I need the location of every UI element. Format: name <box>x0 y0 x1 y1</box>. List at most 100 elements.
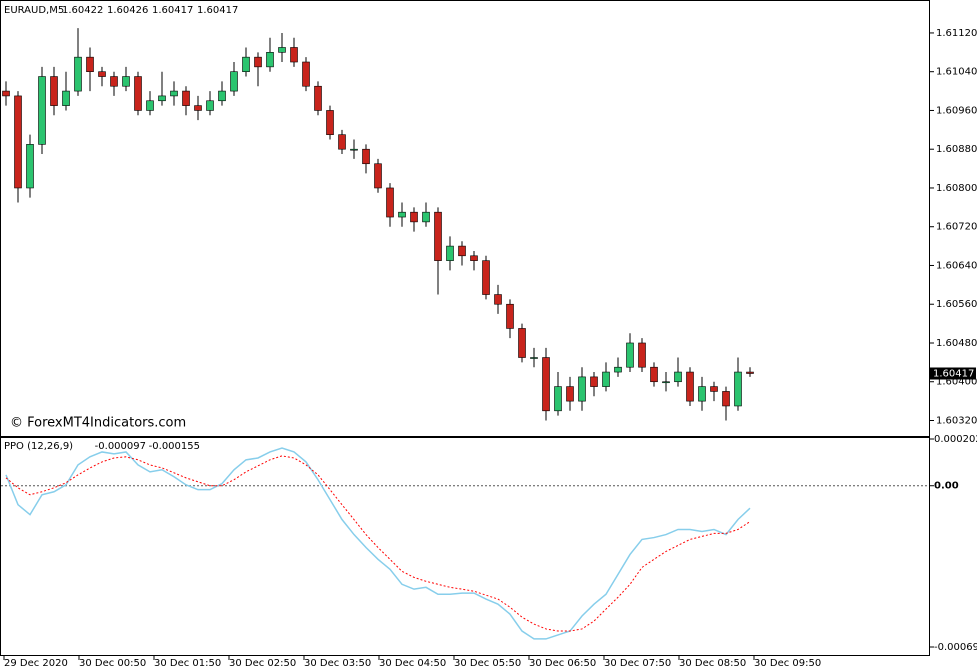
indicator-value: -0.000155 <box>149 441 200 452</box>
indicator-title: PPO (12,26,9) <box>4 441 73 452</box>
y-tick-label: 1.60480 <box>936 338 977 349</box>
candle-body <box>674 371 682 383</box>
candle-body <box>242 56 250 72</box>
x-tick-label: 30 Dec 09:50 <box>754 658 821 669</box>
quote-value: 1.60417 <box>197 5 238 16</box>
indicator-panel <box>0 437 930 656</box>
indicator-line <box>5 447 751 640</box>
candle-body <box>458 245 466 257</box>
candle-body <box>62 90 70 106</box>
candle-body <box>38 76 46 145</box>
candle-body <box>170 90 178 97</box>
candle-body <box>554 386 562 412</box>
candle-body <box>494 294 502 305</box>
candle-body <box>206 100 214 111</box>
y-tick-label: 1.60560 <box>936 299 977 310</box>
last-price-label: 1.60417 <box>933 369 974 380</box>
candle-body <box>326 110 334 135</box>
candle-body <box>578 376 586 402</box>
candle-body <box>290 47 298 63</box>
candle-body <box>566 386 574 402</box>
candle-body <box>626 342 634 368</box>
candle-body <box>122 76 130 87</box>
candle-body <box>722 391 730 407</box>
candle-body <box>542 357 550 412</box>
candle-body <box>530 357 538 359</box>
candle-body <box>146 100 154 111</box>
candle-body <box>110 76 118 87</box>
y-tick-label: 0.00 <box>934 481 959 492</box>
candle-body <box>446 245 454 261</box>
x-tick-label: 30 Dec 08:50 <box>679 658 746 669</box>
candle-body <box>14 95 22 189</box>
candle-body <box>74 56 82 92</box>
x-tick-label: 30 Dec 04:50 <box>379 658 446 669</box>
candle-body <box>278 47 286 53</box>
x-tick-label: 30 Dec 05:50 <box>454 658 521 669</box>
y-tick-label: 1.60400 <box>936 377 977 388</box>
y-tick-label: 1.60880 <box>936 144 977 155</box>
candle-body <box>266 52 274 68</box>
candle-body <box>506 303 514 329</box>
y-tick-label: 1.60320 <box>936 415 977 426</box>
quote-value: 1.60417 <box>152 5 193 16</box>
indicator-value: -0.000097 <box>95 441 146 452</box>
y-tick-label: 1.60960 <box>936 105 977 116</box>
candle-body <box>614 366 622 373</box>
candle-body <box>698 386 706 402</box>
candle-body <box>362 148 370 165</box>
candle-body <box>650 366 658 383</box>
last-price-box <box>930 367 976 380</box>
y-tick-label: 0.000202 <box>934 434 977 445</box>
candle-body <box>182 90 190 106</box>
candle-body <box>86 56 94 72</box>
candle-body <box>158 95 166 102</box>
candle-body <box>50 76 58 106</box>
main-panel <box>0 0 930 437</box>
candle-body <box>218 90 226 102</box>
y-tick-label: -0.000697 <box>934 642 977 653</box>
candle-body <box>602 371 610 387</box>
candle-body <box>374 163 382 189</box>
x-tick-label: 30 Dec 02:50 <box>229 658 296 669</box>
watermark: © ForexMT4Indicators.com <box>10 416 186 431</box>
y-tick-label: 1.60640 <box>936 260 977 271</box>
candle-body <box>194 105 202 111</box>
candle-body <box>638 342 646 368</box>
x-tick-label: 30 Dec 01:50 <box>154 658 221 669</box>
candle-body <box>386 187 394 218</box>
candle-body <box>350 148 358 151</box>
candle-body <box>2 90 10 97</box>
candle-body <box>398 211 406 218</box>
y-tick-label: 1.61040 <box>936 67 977 78</box>
x-tick-label: 30 Dec 07:50 <box>604 658 671 669</box>
candle-body <box>710 386 718 392</box>
candle-body <box>470 255 478 261</box>
x-tick-label: 30 Dec 00:50 <box>79 658 146 669</box>
candle-body <box>134 76 142 111</box>
candle-body <box>26 144 34 189</box>
y-tick-label: 1.60720 <box>936 222 977 233</box>
candle-body <box>302 61 310 87</box>
x-tick-label: 29 Dec 2020 <box>4 658 68 669</box>
candle-body <box>338 134 346 150</box>
x-tick-label: 30 Dec 03:50 <box>304 658 371 669</box>
indicator-line <box>5 455 751 632</box>
candle-body <box>314 85 322 111</box>
symbol: EURAUD,M5 <box>4 5 64 16</box>
x-tick-label: 30 Dec 06:50 <box>529 658 596 669</box>
candle-body <box>98 71 106 77</box>
candle-body <box>434 211 442 261</box>
quote-value: 1.60426 <box>107 5 148 16</box>
candle-body <box>410 211 418 223</box>
candle-body <box>734 371 742 407</box>
candle-body <box>518 328 526 358</box>
candle-body <box>422 211 430 223</box>
candle-body <box>686 371 694 402</box>
candle-body <box>590 376 598 387</box>
candle-body <box>254 56 262 68</box>
candle-body <box>662 381 670 384</box>
y-tick-label: 1.61120 <box>936 28 977 39</box>
candle-body <box>482 260 490 295</box>
